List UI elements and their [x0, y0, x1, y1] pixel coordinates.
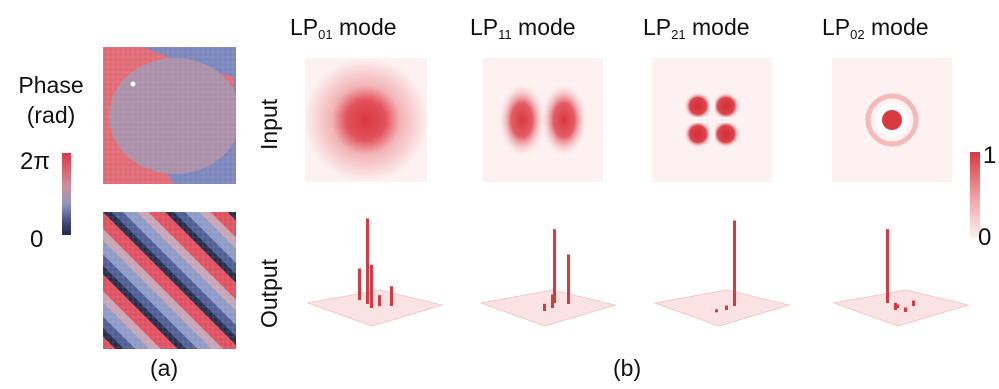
mode-title-suffix: mode: [511, 14, 576, 40]
mode-title-base: LP: [822, 14, 851, 40]
output-bar: [894, 302, 897, 310]
lobe-bottom-left: [684, 120, 712, 148]
intensity-scale-min: 0: [978, 224, 992, 251]
output-bar: [378, 295, 381, 306]
output-bar: [366, 218, 369, 304]
row-label-input: Input: [256, 98, 282, 150]
output-bar: [912, 300, 915, 306]
mode-title-lp11: LP11 mode: [470, 14, 576, 42]
intensity-colorbar: [970, 152, 980, 238]
phase-unit-label: (rad): [26, 102, 76, 128]
output-plane: [653, 289, 791, 327]
lobe-top-right: [712, 92, 740, 120]
mode-title-lp01: LP01 mode: [290, 14, 397, 42]
input-field-lp11: [483, 58, 603, 182]
output-bar: [358, 268, 361, 300]
output-plane: [479, 289, 617, 327]
panel-a-label: (a): [150, 355, 179, 381]
output-plot-lp01: [306, 218, 444, 327]
output-plot-lp21: [653, 220, 791, 327]
left-lobe: [498, 82, 546, 158]
output-plot-lp02: [832, 229, 970, 327]
mode-title-suffix: mode: [864, 14, 929, 40]
output-bar: [904, 307, 907, 312]
phase-hologram-bottom: [103, 212, 236, 349]
mode-title-suffix: mode: [685, 14, 750, 40]
output-bar: [551, 294, 554, 308]
input-field-lp02: [832, 58, 952, 182]
mode-title-subscript: 11: [498, 27, 512, 42]
outer-ring: [865, 93, 919, 147]
mode-title-base: LP: [470, 14, 499, 40]
hologram-bottom-pixel-grid: [103, 212, 236, 349]
mode-title-base: LP: [643, 14, 672, 40]
output-bar: [896, 304, 899, 308]
hologram-top-pixel-grid: [103, 47, 236, 184]
output-bar: [725, 305, 728, 310]
fundamental-spot: [305, 58, 427, 182]
output-bar: [390, 286, 393, 306]
mode-title-lp21: LP21 mode: [643, 14, 750, 42]
output-bar: [553, 229, 556, 303]
central-peak: [882, 110, 902, 130]
lobe-top-left: [684, 92, 712, 120]
phase-label: Phase: [18, 72, 84, 98]
hologram-top-bright-pixel: [130, 81, 136, 87]
mode-title-subscript: 02: [850, 27, 865, 42]
output-bar: [543, 303, 546, 311]
output-bar: [886, 229, 889, 303]
horizontal-gap: [680, 117, 744, 123]
mode-title-base: LP: [290, 14, 319, 40]
input-field-lp01: [305, 58, 427, 182]
output-plot-lp11: [479, 229, 617, 327]
output-bar: [370, 264, 373, 308]
phase-scale-min: 0: [30, 226, 44, 253]
phase-hologram-top: [103, 47, 236, 184]
mode-title-subscript: 21: [671, 27, 686, 42]
lobe-bottom-right: [712, 120, 740, 148]
phase-colorbar: [62, 153, 71, 235]
output-bar: [567, 254, 570, 304]
mode-title-suffix: mode: [332, 14, 397, 40]
mode-title-lp02: LP02 mode: [822, 14, 929, 42]
panel-b-label: (b): [613, 355, 642, 381]
phase-scale-max: 2π: [20, 148, 50, 175]
mode-title-subscript: 01: [318, 27, 333, 42]
output-plane: [832, 289, 970, 327]
output-bar: [715, 309, 718, 313]
input-field-lp21: [652, 58, 772, 182]
output-bar: [733, 220, 736, 306]
intensity-scale-max: 1: [983, 142, 997, 169]
row-label-output: Output: [256, 258, 282, 328]
phase-colorbar-title: Phase (rad): [2, 70, 100, 130]
right-lobe: [540, 82, 588, 158]
output-plane: [306, 289, 444, 327]
